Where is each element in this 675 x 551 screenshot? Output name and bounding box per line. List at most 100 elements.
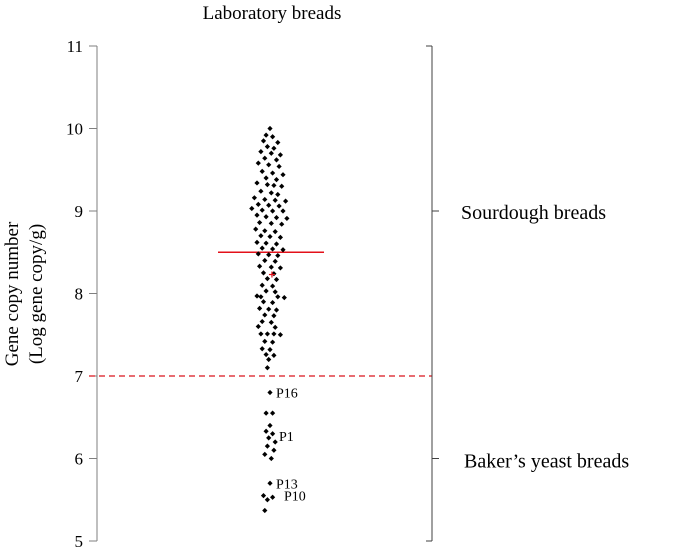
- data-point-54: [259, 245, 265, 251]
- group-bracket: [426, 45, 439, 542]
- data-point-67: [264, 276, 270, 282]
- data-point-103: [267, 422, 273, 429]
- y-tick-label-11: 11: [67, 37, 83, 56]
- data-point-32: [266, 202, 272, 208]
- y-axis: 5 6 7 8 9 10 11: [66, 37, 98, 551]
- data-point-110: [262, 451, 268, 457]
- data-point-87: [272, 324, 278, 330]
- data-point-68: [273, 276, 280, 283]
- data-point-49: [267, 233, 273, 240]
- data-point-107: [272, 439, 278, 445]
- data-point-13: [266, 162, 272, 168]
- data-point-112: [267, 480, 273, 486]
- data-point-47: [272, 229, 278, 235]
- data-point-75: [275, 294, 281, 300]
- data-point-52: [263, 240, 269, 246]
- y-tick-label-10: 10: [66, 120, 83, 139]
- y-ticks: 5 6 7 8 9 10 11: [66, 37, 97, 551]
- data-point-115: [264, 497, 270, 503]
- data-point-63: [268, 264, 274, 270]
- data-point-92: [262, 338, 268, 344]
- data-point-113: [260, 493, 267, 499]
- data-point-90: [271, 331, 277, 337]
- data-point-53: [273, 241, 280, 247]
- data-point-2: [270, 134, 276, 140]
- data-point-23: [279, 183, 285, 189]
- data-point-22: [271, 182, 277, 189]
- data-point-10: [262, 155, 268, 161]
- data-point-26: [275, 191, 281, 198]
- data-point-73: [254, 293, 260, 299]
- data-point-0: [267, 125, 273, 132]
- data-point-16: [270, 170, 276, 176]
- data-point-39: [263, 214, 269, 220]
- median-marker: [268, 271, 275, 278]
- data-point-71: [263, 288, 269, 294]
- data-point-8: [268, 150, 274, 156]
- data-point-27: [251, 195, 257, 201]
- data-point-3: [260, 138, 267, 144]
- data-point-95: [267, 347, 273, 353]
- y-axis-label: Gene copy number (Log gene copy/g): [2, 221, 47, 366]
- data-point-51: [254, 239, 260, 245]
- data-point-91: [277, 332, 283, 338]
- data-point-84: [259, 318, 265, 325]
- group-label-bakers-yeast: Baker’s yeast breads: [464, 451, 629, 473]
- data-point-5: [264, 144, 270, 150]
- data-point-43: [268, 220, 274, 226]
- data-point-21: [264, 182, 270, 188]
- data-point-48: [258, 233, 264, 239]
- data-point-37: [280, 208, 286, 214]
- data-point-36: [270, 208, 276, 214]
- data-point-116: [262, 507, 268, 514]
- data-point-14: [276, 163, 282, 170]
- data-point-99: [264, 365, 270, 371]
- data-point-98: [266, 356, 272, 363]
- data-point-64: [277, 265, 283, 271]
- data-point-45: [253, 226, 259, 232]
- data-point-89: [264, 331, 270, 337]
- data-point-78: [270, 299, 276, 306]
- data-point-50: [277, 234, 283, 240]
- annotation-p16: P16: [276, 387, 298, 402]
- data-point-44: [279, 221, 285, 227]
- data-point-29: [272, 197, 278, 203]
- data-point-74: [258, 294, 264, 300]
- annotation-p13: P13: [276, 477, 298, 492]
- data-point-96: [263, 351, 269, 358]
- data-point-69: [259, 282, 265, 288]
- data-point-42: [257, 219, 263, 226]
- data-point-104: [263, 428, 269, 434]
- data-point-55: [270, 246, 276, 252]
- data-point-82: [262, 312, 268, 318]
- data-point-15: [259, 168, 265, 174]
- data-point-38: [254, 212, 260, 218]
- data-point-77: [260, 299, 267, 305]
- data-point-20: [254, 180, 260, 186]
- data-point-108: [264, 443, 270, 449]
- data-point-72: [272, 289, 278, 295]
- data-point-94: [259, 346, 265, 352]
- data-point-61: [272, 258, 278, 264]
- annotation-p10: P10: [284, 490, 306, 505]
- data-point-111: [268, 455, 274, 462]
- data-point-83: [271, 313, 277, 319]
- data-point-9: [277, 152, 283, 158]
- y-tick-label-5: 5: [75, 532, 84, 551]
- data-point-56: [280, 247, 286, 253]
- y-tick-label-6: 6: [75, 450, 84, 469]
- data-point-102: [270, 410, 276, 416]
- data-point-35: [259, 207, 265, 213]
- data-point-65: [260, 270, 267, 276]
- data-point-33: [276, 203, 282, 209]
- data-point-114: [270, 494, 276, 500]
- data-point-28: [262, 196, 268, 203]
- data-points: [249, 125, 290, 514]
- y-axis-label-line-2: (Log gene copy/g): [26, 224, 47, 364]
- data-point-106: [266, 435, 272, 441]
- data-point-81: [273, 307, 280, 313]
- group-label-sourdough: Sourdough breads: [461, 202, 606, 224]
- data-point-80: [266, 306, 272, 312]
- data-point-57: [255, 251, 261, 257]
